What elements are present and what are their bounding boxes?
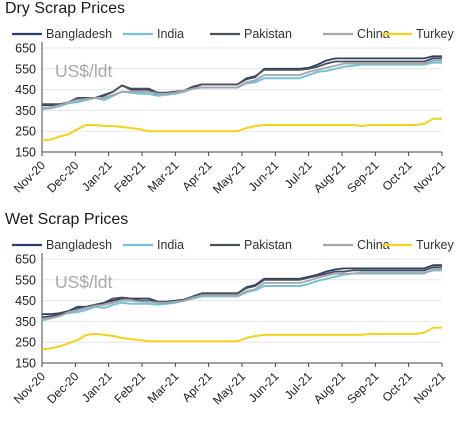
- x-tick-label: Jul-21: [282, 158, 315, 191]
- x-tick-label: Feb-21: [111, 158, 148, 195]
- y-tick-label: 150: [15, 357, 36, 371]
- y-tick-label: 250: [15, 125, 36, 139]
- unit-label: US$/ldt: [55, 61, 113, 81]
- series-line-pakistan: [42, 57, 442, 106]
- series-line-china: [41, 268, 442, 321]
- x-tick-label: Sep-21: [344, 369, 381, 406]
- series-line-pakistan: [41, 266, 442, 319]
- y-tick-label: 450: [15, 83, 36, 97]
- x-tick-label: Jan-21: [79, 369, 115, 405]
- x-tick-label: Oct-21: [379, 158, 415, 194]
- x-tick-label: Jun-21: [246, 369, 282, 405]
- x-tick-label: Oct-21: [379, 369, 415, 405]
- y-tick-label: 150: [15, 146, 36, 160]
- x-tick-label: Jan-21: [79, 158, 115, 194]
- legend-label-turkey: Turkey: [416, 27, 454, 41]
- x-tick-label: Jun-21: [246, 158, 282, 194]
- x-tick-label: Dec-20: [44, 369, 81, 406]
- x-tick-label: Mar-21: [145, 158, 182, 195]
- dry-scrap-chart: Bangladesh India Pakistan China Turkey 150 250…: [11, 27, 455, 196]
- x-tick-label: Jul-21: [282, 369, 315, 402]
- y-tick-label: 650: [15, 42, 36, 56]
- chart-title: Dry Scrap Prices: [5, 0, 126, 17]
- series-line-turkey: [41, 326, 442, 351]
- series-line-turkey: [41, 117, 442, 142]
- legend-label-turkey: Turkey: [416, 238, 454, 252]
- legend-label-bangladesh: Bangladesh: [46, 238, 112, 252]
- y-tick-label: 550: [15, 273, 36, 287]
- x-tick-label: Nov-21: [411, 158, 448, 195]
- x-tick-label: Aug-21: [311, 158, 348, 195]
- x-tick-label: May-21: [210, 158, 248, 196]
- y-tick-label: 550: [15, 62, 36, 76]
- dry-scrap-chart-panel: Dry Scrap Prices Bangladesh India Pakistan…: [0, 0, 469, 210]
- wet-scrap-chart-panel: Wet Scrap Prices Bangladesh India Pakistan…: [0, 211, 469, 421]
- x-tick-label: Feb-21: [111, 369, 148, 406]
- legend-label-india: India: [157, 27, 184, 41]
- y-tick-label: 450: [15, 294, 36, 308]
- legend-label-india: India: [157, 238, 184, 252]
- legend-label-pakistan: Pakistan: [244, 238, 292, 252]
- legend-label-china: China: [357, 27, 390, 41]
- x-tick-label: Aug-21: [311, 369, 348, 406]
- x-tick-label: Nov-20: [11, 369, 48, 406]
- series-line-india: [41, 269, 442, 322]
- x-tick-label: Apr-21: [179, 158, 215, 194]
- unit-label: US$/ldt: [55, 272, 113, 292]
- x-tick-label: Mar-21: [145, 369, 182, 406]
- chart-title: Wet Scrap Prices: [5, 211, 129, 228]
- wet-scrap-chart: Bangladesh India Pakistan China Turkey 150 250…: [11, 238, 455, 407]
- y-tick-label: 650: [15, 253, 36, 267]
- y-tick-label: 250: [15, 336, 36, 350]
- series-line-china: [41, 59, 442, 110]
- x-tick-label: Nov-21: [411, 369, 448, 406]
- x-tick-label: Apr-21: [179, 369, 215, 405]
- x-tick-label: Dec-20: [44, 158, 81, 195]
- x-tick-label: May-21: [210, 369, 248, 407]
- x-tick-label: Nov-20: [11, 158, 48, 195]
- y-tick-label: 350: [15, 104, 36, 118]
- x-tick-label: Sep-21: [344, 158, 381, 195]
- legend-label-pakistan: Pakistan: [244, 27, 292, 41]
- y-tick-label: 350: [15, 315, 36, 329]
- legend-label-china: China: [357, 238, 390, 252]
- legend-label-bangladesh: Bangladesh: [46, 27, 112, 41]
